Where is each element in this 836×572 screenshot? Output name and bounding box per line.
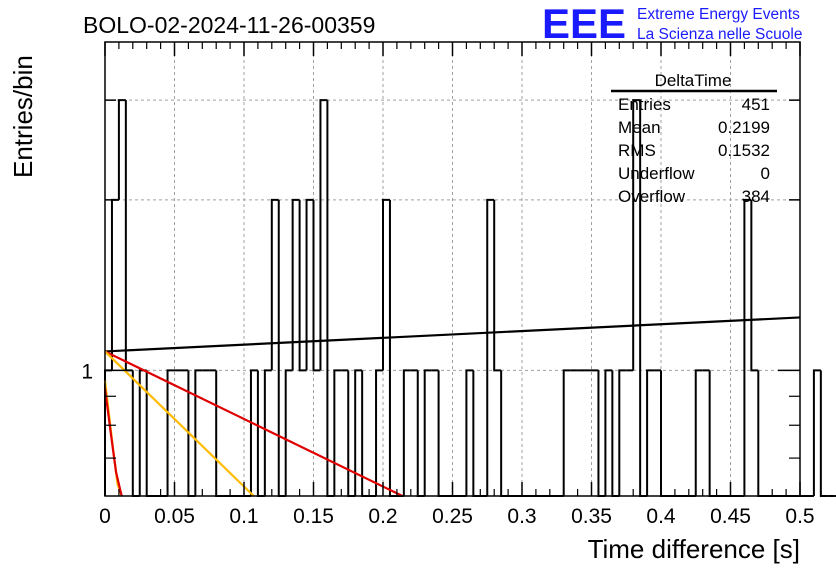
histogram-bin bbox=[402, 369, 411, 496]
y-tick-label: 1 bbox=[81, 360, 93, 383]
x-tick-label: 0.25 bbox=[432, 505, 473, 528]
histogram-bin bbox=[423, 369, 432, 496]
stats-label-mean: Mean bbox=[618, 118, 661, 137]
histogram-bin bbox=[388, 199, 397, 497]
fit-curve bbox=[104, 316, 801, 353]
histogram-bin bbox=[284, 369, 293, 496]
histogram-bin bbox=[646, 369, 655, 496]
fit-curve bbox=[104, 350, 255, 497]
y-axis-label: Entries/bin bbox=[8, 55, 38, 178]
histogram-bin bbox=[354, 369, 363, 496]
histogram-bin bbox=[743, 198, 752, 496]
histogram-bin bbox=[500, 370, 509, 497]
histogram-bin bbox=[194, 369, 203, 496]
x-tick-label: 0.1 bbox=[229, 505, 258, 528]
eee-logo: EEE Extreme Energy Events La Scienza nel… bbox=[542, 0, 802, 47]
histogram-bin bbox=[618, 369, 627, 496]
histogram-bin bbox=[124, 100, 133, 372]
histogram-bin bbox=[256, 370, 265, 497]
histogram-bin bbox=[611, 370, 620, 497]
x-tick-label: 0.05 bbox=[154, 505, 195, 528]
axes: 0 0.05 0.1 0.15 0.2 0.25 0.3 0.35 0.4 0.45 0.5 1 bbox=[81, 41, 815, 528]
histogram-bin bbox=[437, 370, 446, 497]
histogram-bin bbox=[694, 369, 703, 496]
histogram-bin bbox=[277, 199, 286, 497]
histogram-bin bbox=[472, 370, 481, 497]
histogram-bin bbox=[326, 100, 335, 497]
histogram-bin bbox=[708, 370, 717, 497]
fit-curves bbox=[103, 316, 801, 497]
stats-value-underflow: 0 bbox=[761, 164, 770, 183]
run-title: BOLO-02-2024-11-26-00359 bbox=[83, 12, 375, 38]
x-axis-label: Time difference [s] bbox=[588, 534, 800, 564]
histogram-bin bbox=[319, 99, 328, 371]
x-tick-label: 0.5 bbox=[785, 505, 814, 528]
histogram-bin bbox=[298, 199, 307, 372]
histogram-bin bbox=[305, 198, 314, 371]
histogram-bin bbox=[263, 369, 272, 496]
histogram-bin bbox=[166, 369, 175, 496]
histogram-bin bbox=[632, 99, 641, 371]
stats-value-entries: 451 bbox=[742, 95, 770, 114]
histogram-bin bbox=[382, 198, 390, 371]
histogram-bin bbox=[416, 370, 425, 497]
fit-curve bbox=[103, 388, 123, 497]
histogram-bin bbox=[333, 369, 342, 496]
stats-label-entries: Entries bbox=[618, 95, 671, 114]
stats-value-mean: 0.2199 bbox=[718, 118, 770, 137]
histogram-bin bbox=[347, 370, 356, 497]
histogram-bin bbox=[110, 198, 119, 371]
histogram-bin bbox=[812, 369, 821, 496]
histogram-bin bbox=[604, 369, 613, 496]
histogram-bin bbox=[291, 198, 300, 371]
histogram-bin bbox=[465, 369, 474, 496]
fit-curve bbox=[103, 380, 123, 497]
histogram-bin bbox=[375, 369, 383, 496]
stats-box-title: DeltaTime bbox=[655, 71, 732, 90]
x-tick-label: 0.4 bbox=[646, 505, 676, 528]
histogram-bin bbox=[312, 199, 321, 372]
histogram-bin bbox=[145, 370, 154, 497]
eee-logo-line1: Extreme Energy Events bbox=[637, 6, 800, 23]
eee-logo-line2: La Scienza nelle Scuole bbox=[637, 26, 802, 43]
histogram-bin bbox=[131, 370, 140, 497]
x-tick-label: 0.45 bbox=[710, 505, 751, 528]
eee-logo-letters: EEE bbox=[542, 0, 626, 47]
histogram-bin bbox=[757, 370, 766, 497]
histogram-bin bbox=[750, 199, 759, 372]
histogram-bin bbox=[215, 370, 224, 497]
stats-value-overflow: 384 bbox=[742, 187, 770, 206]
stats-label-overflow: Overflow bbox=[618, 187, 686, 206]
stats-label-rms: RMS bbox=[618, 141, 656, 160]
histogram-bin bbox=[819, 370, 828, 497]
fit-curve bbox=[104, 350, 403, 497]
histogram-bin bbox=[493, 199, 502, 372]
stats-value-rms: 0.1532 bbox=[718, 141, 770, 160]
x-tick-label: 0.35 bbox=[571, 505, 612, 528]
x-tick-label: 0.15 bbox=[293, 505, 334, 528]
histogram-bin bbox=[486, 198, 495, 496]
x-tick-label: 0.2 bbox=[368, 505, 397, 528]
x-tick-label: 0.3 bbox=[507, 505, 536, 528]
histogram-bin bbox=[249, 369, 258, 496]
histogram-bin bbox=[270, 198, 279, 371]
histogram-bin bbox=[562, 369, 571, 496]
x-tick-label: 0 bbox=[99, 505, 111, 528]
stats-label-underflow: Underflow bbox=[618, 164, 695, 183]
stats-box: DeltaTime Entries 451 Mean 0.2199 RMS 0.… bbox=[611, 71, 777, 206]
histogram-bin bbox=[117, 99, 126, 200]
histogram-bin bbox=[597, 370, 606, 497]
histogram-bin bbox=[660, 370, 668, 497]
